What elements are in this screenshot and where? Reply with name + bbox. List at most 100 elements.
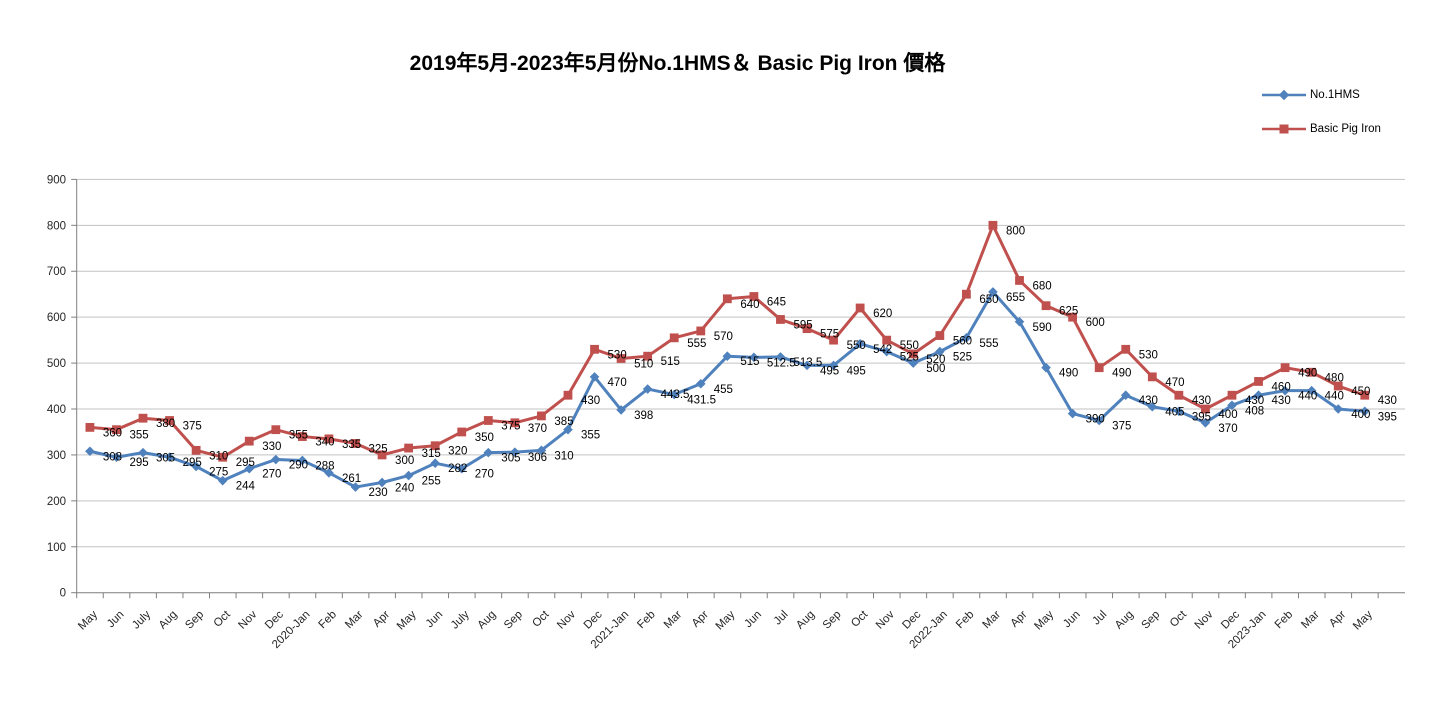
data-point-marker [855,339,865,349]
data-point-marker [563,390,573,400]
data-point-marker [1307,367,1317,377]
data-point-marker [1121,344,1131,354]
data-label: 450 [1351,386,1370,398]
data-label: 430 [1245,395,1264,407]
data-label: 500 [926,363,945,375]
data-label: 395 [1192,411,1211,423]
data-point-marker [165,416,174,425]
data-label: 490 [1298,368,1317,380]
data-label: 305 [501,453,520,465]
data-point-marker [1147,372,1157,382]
data-label: 650 [979,294,998,306]
data-label: 395 [1378,411,1397,423]
data-label: 306 [528,452,547,464]
x-tick-label: Apr [690,609,711,630]
y-tick-label: 900 [47,174,66,186]
data-label: 550 [847,340,866,352]
data-point-marker [1227,400,1237,411]
data-label: 330 [262,441,281,453]
data-label: 400 [1351,409,1370,421]
data-label: 240 [395,482,414,494]
data-point-marker [642,384,653,394]
data-point-marker [457,427,467,437]
x-tick-label: Dec [263,608,286,631]
data-point-marker [1068,312,1078,322]
data-point-marker [536,445,547,456]
data-point-marker [324,468,334,478]
y-tick-label: 300 [47,450,66,462]
data-label: 525 [953,352,972,364]
data-label: 431.5 [687,395,716,407]
x-tick-label: Aug [157,609,180,632]
data-point-marker [297,432,307,441]
legend-item-no1hms: No.1HMS [1261,88,1431,102]
data-point-marker [1359,406,1370,417]
data-point-marker [191,445,201,455]
x-tick-label: May [714,608,738,632]
data-label: 490 [1112,368,1131,380]
data-point-marker [483,416,493,425]
x-tick-label: Nov [236,608,259,631]
data-point-marker [961,289,971,299]
data-label: 440 [1325,391,1344,403]
data-label: 515 [661,356,680,368]
data-point-marker [138,413,148,423]
data-label: 590 [1033,322,1052,334]
data-point-marker [111,452,122,463]
x-tick-label: Jul [772,609,791,628]
data-label: 398 [634,410,653,422]
data-point-marker [829,335,838,345]
data-point-marker [590,344,599,354]
data-point-marker [244,436,254,446]
data-label: 515 [740,356,759,368]
data-label: 355 [129,430,148,442]
data-point-marker [510,418,520,428]
data-label: 530 [1139,349,1158,361]
data-point-marker [350,482,361,492]
data-label: 270 [475,469,494,481]
x-tick-label: Mar [343,609,366,632]
data-label: 370 [528,423,547,435]
data-label: 282 [448,463,467,475]
data-point-marker [802,360,812,371]
x-tick-label: Jun [1061,609,1083,631]
data-point-marker [1201,404,1210,414]
data-label: 295 [236,457,255,469]
x-tick-label: Aug [475,609,498,632]
y-tick-label: 500 [47,358,66,370]
data-label: 525 [900,352,919,364]
data-label: 295 [129,457,148,469]
data-label: 350 [475,432,494,444]
data-point-marker [616,405,626,415]
data-label: 645 [767,297,786,309]
data-point-marker [1306,385,1317,396]
data-point-marker [1094,363,1104,373]
data-point-marker [138,447,148,458]
data-label: 480 [1325,372,1344,384]
x-tick-label: Sep [502,609,525,632]
data-point-marker [1120,390,1131,401]
data-label: 375 [501,420,520,432]
x-tick-label: Oct [530,608,552,630]
data-label: 375 [183,420,202,432]
data-point-marker [775,352,786,362]
data-point-marker [722,351,733,362]
data-point-marker [1333,381,1343,391]
data-label: 490 [1059,368,1078,380]
data-point-marker [563,424,573,435]
data-point-marker [882,335,892,345]
data-point-marker [1041,301,1051,311]
legend-label-no1hms: No.1HMS [1310,89,1360,101]
data-label: 513.5 [793,357,822,369]
x-tick-label: Jun [105,609,127,631]
legend-item-basic-pig-iron: Basic Pig Iron [1261,122,1431,136]
data-label: 310 [209,450,228,462]
data-point-marker [1041,362,1051,373]
data-point-marker [1147,401,1158,412]
x-tick-label: May [395,608,419,632]
data-point-marker [616,354,626,363]
data-label: 800 [1006,225,1025,237]
data-point-marker [403,470,414,481]
data-label: 290 [289,460,308,472]
x-tick-label: Jun [424,609,446,631]
